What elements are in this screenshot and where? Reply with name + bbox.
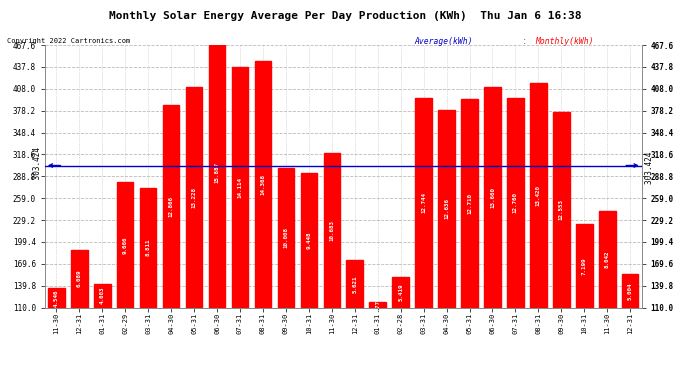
- Text: 5.419: 5.419: [398, 284, 403, 301]
- Text: 12.553: 12.553: [559, 199, 564, 220]
- Text: 13.228: 13.228: [192, 187, 197, 208]
- Bar: [530, 83, 546, 308]
- Text: 10.683: 10.683: [329, 220, 334, 241]
- Text: 9.448: 9.448: [306, 232, 311, 249]
- Bar: [438, 110, 455, 308]
- Text: 303.424: 303.424: [33, 147, 42, 184]
- Text: 13.420: 13.420: [536, 184, 541, 206]
- Bar: [553, 112, 570, 308]
- Bar: [140, 188, 157, 308]
- Bar: [484, 87, 501, 308]
- Bar: [393, 277, 409, 308]
- Text: 9.666: 9.666: [123, 236, 128, 254]
- Bar: [599, 211, 615, 308]
- Text: 14.368: 14.368: [260, 174, 266, 195]
- Text: :: :: [521, 38, 529, 46]
- Text: 8.042: 8.042: [604, 251, 610, 268]
- Bar: [209, 38, 225, 308]
- Bar: [369, 302, 386, 307]
- Bar: [277, 168, 294, 308]
- Bar: [622, 274, 638, 308]
- Bar: [117, 183, 133, 308]
- Text: 10.008: 10.008: [284, 227, 288, 248]
- Bar: [186, 87, 202, 308]
- Bar: [346, 260, 363, 308]
- Text: 5.004: 5.004: [628, 282, 633, 300]
- Text: 5.621: 5.621: [353, 275, 357, 292]
- Text: Copyright 2022 Cartronics.com: Copyright 2022 Cartronics.com: [7, 38, 130, 44]
- Text: 12.636: 12.636: [444, 198, 449, 219]
- Text: 4.546: 4.546: [54, 289, 59, 307]
- Text: 12.760: 12.760: [513, 192, 518, 213]
- Bar: [48, 288, 65, 308]
- Text: 12.744: 12.744: [421, 192, 426, 213]
- Bar: [232, 67, 248, 308]
- Bar: [576, 224, 593, 308]
- Text: 14.114: 14.114: [237, 177, 242, 198]
- Text: 12.710: 12.710: [467, 193, 472, 214]
- Bar: [94, 284, 110, 308]
- Text: 3.774: 3.774: [375, 296, 380, 314]
- Text: 13.660: 13.660: [490, 187, 495, 208]
- Text: 7.199: 7.199: [582, 257, 586, 275]
- Text: 8.811: 8.811: [146, 239, 150, 256]
- Text: 303.424: 303.424: [644, 147, 653, 184]
- Bar: [71, 250, 88, 308]
- Text: Monthly(kWh): Monthly(kWh): [535, 38, 593, 46]
- Text: 12.866: 12.866: [168, 196, 174, 217]
- Bar: [324, 153, 340, 308]
- Bar: [301, 173, 317, 308]
- Bar: [462, 99, 477, 308]
- Bar: [163, 105, 179, 308]
- Text: 6.089: 6.089: [77, 270, 82, 287]
- Text: 15.887: 15.887: [215, 162, 219, 183]
- Text: 4.603: 4.603: [100, 287, 105, 304]
- Bar: [255, 61, 271, 308]
- Bar: [415, 98, 432, 308]
- Text: Monthly Solar Energy Average Per Day Production (KWh)  Thu Jan 6 16:38: Monthly Solar Energy Average Per Day Pro…: [109, 11, 581, 21]
- Text: Average(kWh): Average(kWh): [414, 38, 473, 46]
- Bar: [507, 98, 524, 308]
